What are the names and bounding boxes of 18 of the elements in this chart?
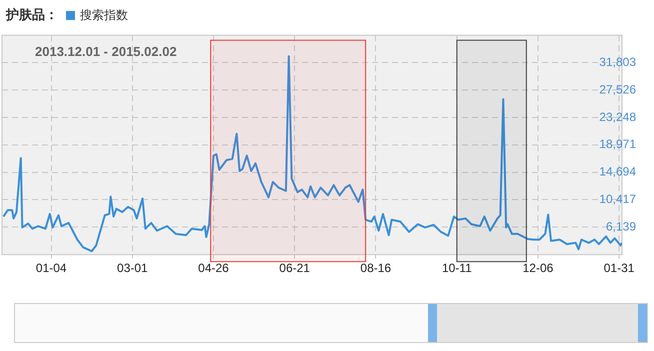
x-tick-label: 08-16 bbox=[360, 261, 392, 276]
x-tick-label: 03-01 bbox=[117, 261, 148, 276]
y-tick-label: 27,526 bbox=[599, 82, 636, 96]
x-tick-label: 06-21 bbox=[279, 261, 310, 276]
y-tick-label: 14,694 bbox=[599, 164, 636, 179]
legend-label: 搜索指数 bbox=[80, 6, 128, 24]
annotation: 2013.12.01 - 2015.02.02 bbox=[35, 44, 177, 59]
y-tick-label: 6,139 bbox=[606, 219, 636, 234]
x-tick-label: 04-26 bbox=[198, 261, 230, 276]
y-tick-label: 10,417 bbox=[599, 192, 636, 206]
x-tick-label: 10-11 bbox=[442, 261, 472, 276]
y-tick-label: 31,803 bbox=[599, 54, 636, 69]
y-tick-label: 23,248 bbox=[599, 110, 636, 124]
x-tick-label: 01-04 bbox=[36, 261, 67, 276]
y-tick-label: 18,971 bbox=[599, 137, 636, 152]
x-tick-label: 12-06 bbox=[522, 261, 554, 276]
chart-title: 护肤品： bbox=[6, 6, 58, 24]
x-tick-label: 01-31 bbox=[604, 261, 635, 276]
